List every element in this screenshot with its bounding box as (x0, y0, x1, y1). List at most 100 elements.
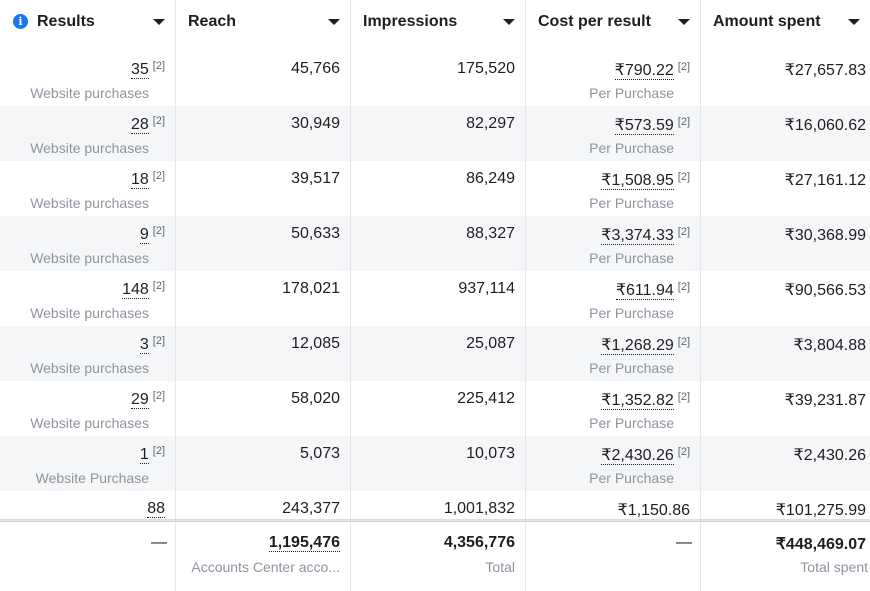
column-header-results[interactable]: i Results (0, 0, 176, 51)
results-cell: 35 [2] Website purchases (0, 51, 176, 106)
table-row: 28 [2] Website purchases 30,949 82,297 ₹573.5… (0, 106, 870, 161)
cost-cell: ₹1,352.82 [2] Per Purchase (526, 381, 701, 436)
impressions-value: 1,001,832 (443, 500, 515, 517)
results-value[interactable]: 35 [2] (130, 60, 165, 79)
cost-number[interactable]: ₹3,374.33 (601, 227, 674, 245)
cost-number[interactable]: ₹1,508.95 (601, 172, 674, 190)
spent-value: ₹16,060.62 (784, 117, 866, 134)
cost-value[interactable]: ₹573.59 [2] (614, 115, 690, 135)
cost-value[interactable]: ₹1,268.29 [2] (601, 335, 690, 355)
cost-number[interactable]: ₹611.94 (615, 282, 674, 300)
cost-value[interactable]: ₹1,352.82 [2] (601, 390, 690, 410)
sort-caret-icon[interactable] (503, 19, 515, 25)
cost-number[interactable]: ₹2,430.26 (601, 447, 674, 465)
results-label: Website Purchase (35, 470, 149, 486)
sort-caret-icon[interactable] (328, 19, 340, 25)
footnote-marker: [2] (152, 225, 165, 237)
table-row: 1 [2] Website Purchase 5,073 10,073 ₹2,430.26… (0, 436, 870, 491)
results-cell: 28 [2] Website purchases (0, 106, 176, 161)
sort-caret-icon[interactable] (848, 19, 860, 25)
spent-value: ₹27,161.12 (784, 172, 866, 189)
footnote-marker: [2] (677, 391, 690, 403)
results-number[interactable]: 88 (147, 500, 165, 518)
results-number[interactable]: 29 (130, 391, 149, 409)
results-label: Website purchases (30, 195, 149, 211)
results-number[interactable]: 9 (139, 226, 149, 244)
footnote-marker: [2] (677, 116, 690, 128)
results-number[interactable]: 18 (130, 171, 149, 189)
cost-value[interactable]: ₹2,430.26 [2] (601, 445, 690, 465)
summary-impressions-value: 4,356,776 (443, 534, 515, 551)
cost-value[interactable]: ₹611.94 [2] (615, 280, 690, 300)
cost-label: Per Purchase (589, 250, 674, 266)
impressions-cell: 10,073 (351, 436, 526, 491)
table-row: 35 [2] Website purchases 45,766 175,520 ₹790.… (0, 51, 870, 106)
info-icon[interactable]: i (13, 14, 28, 29)
spent-cell: ₹3,804.88 (701, 326, 870, 381)
results-value[interactable]: 148 [2] (122, 280, 165, 299)
impressions-cell: 86,249 (351, 161, 526, 216)
results-cell: 148 [2] Website purchases (0, 271, 176, 326)
results-value[interactable]: 18 [2] (130, 170, 165, 189)
impressions-value: 10,073 (466, 445, 515, 462)
spent-value: ₹2,430.26 (793, 447, 866, 464)
results-label: Website purchases (30, 360, 149, 376)
sort-caret-icon[interactable] (153, 19, 165, 25)
cost-value[interactable]: ₹790.22 [2] (614, 60, 690, 80)
cost-cell: ₹611.94 [2] Per Purchase (526, 271, 701, 326)
cost-label: Per Purchase (589, 140, 674, 156)
impressions-cell: 25,087 (351, 326, 526, 381)
results-value[interactable]: 28 [2] (130, 115, 165, 134)
cost-label: Per Purchase (589, 305, 674, 321)
results-number[interactable]: 1 (139, 446, 149, 464)
impressions-cell: 175,520 (351, 51, 526, 106)
column-header-reach[interactable]: Reach (176, 0, 351, 51)
spent-cell: ₹27,161.12 (701, 161, 870, 216)
column-header-cost-per-result[interactable]: Cost per result (526, 0, 701, 51)
results-label: Website purchases (30, 250, 149, 266)
summary-reach-value[interactable]: 1,195,476 (268, 534, 340, 552)
results-value[interactable]: 88 (147, 500, 165, 518)
table-row: 3 [2] Website purchases 12,085 25,087 ₹1,268.… (0, 326, 870, 381)
results-value[interactable]: 29 [2] (130, 390, 165, 409)
cost-label: Per Purchase (589, 195, 674, 211)
table-header: i Results Reach Impressions Cost per res… (0, 0, 870, 51)
cost-cell: ₹3,374.33 [2] Per Purchase (526, 216, 701, 271)
cost-number[interactable]: ₹790.22 (614, 62, 674, 80)
cost-value[interactable]: ₹3,374.33 [2] (601, 225, 690, 245)
reach-value: 58,020 (291, 390, 340, 407)
results-number[interactable]: 3 (139, 336, 149, 354)
results-value[interactable]: 9 [2] (139, 225, 165, 244)
table-row: 18 [2] Website purchases 39,517 86,249 ₹1,508… (0, 161, 870, 216)
cost-cell: ₹1,508.95 [2] Per Purchase (526, 161, 701, 216)
summary-reach-number[interactable]: 1,195,476 (268, 534, 340, 552)
cost-number[interactable]: ₹573.59 (614, 117, 674, 135)
cost-value[interactable]: ₹1,508.95 [2] (601, 170, 690, 190)
impressions-value: 175,520 (457, 60, 515, 77)
impressions-cell: 82,297 (351, 106, 526, 161)
summary-row: — 1,195,476 Accounts Center acco... 4,35… (0, 521, 870, 591)
sort-caret-icon[interactable] (678, 19, 690, 25)
results-number[interactable]: 28 (130, 116, 149, 134)
table-row: 29 [2] Website purchases 58,020 225,412 ₹1,35… (0, 381, 870, 436)
cost-cell: ₹790.22 [2] Per Purchase (526, 51, 701, 106)
summary-cost-value: — (676, 534, 692, 551)
column-header-label: Impressions (363, 13, 458, 30)
column-header-label: Reach (188, 13, 237, 30)
cost-cell: ₹573.59 [2] Per Purchase (526, 106, 701, 161)
footnote-marker: [2] (152, 115, 165, 127)
results-value[interactable]: 1 [2] (139, 445, 165, 464)
results-number[interactable]: 148 (122, 281, 149, 299)
cost-number[interactable]: ₹1,352.82 (601, 392, 674, 410)
reach-value: 45,766 (291, 60, 340, 77)
results-number[interactable]: 35 (130, 61, 149, 79)
reach-cell: 30,949 (176, 106, 351, 161)
results-value[interactable]: 3 [2] (139, 335, 165, 354)
column-header-amount-spent[interactable]: Amount spent (701, 0, 870, 51)
spent-value: ₹30,368.99 (784, 227, 866, 244)
cost-cell: ₹2,430.26 [2] Per Purchase (526, 436, 701, 491)
cost-number[interactable]: ₹1,268.29 (601, 337, 674, 355)
column-header-impressions[interactable]: Impressions (351, 0, 526, 51)
reach-cell: 5,073 (176, 436, 351, 491)
